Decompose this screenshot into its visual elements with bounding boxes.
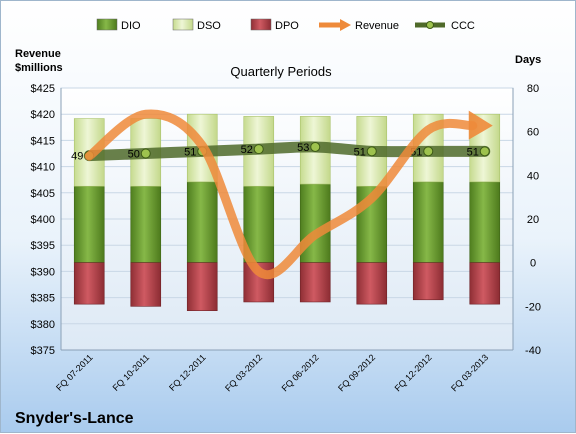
ccc-point bbox=[366, 146, 377, 157]
bar-dio bbox=[469, 181, 501, 263]
bar-dpo bbox=[73, 262, 105, 305]
legend-label: CCC bbox=[451, 20, 475, 32]
series-line-revenue bbox=[84, 109, 478, 279]
left-tick-label: $390 bbox=[31, 266, 55, 278]
left-axis-title-line2: $millions bbox=[15, 62, 63, 74]
ccc-point bbox=[310, 141, 321, 152]
left-tick-label: $415 bbox=[31, 135, 55, 147]
bar-dio bbox=[186, 181, 218, 263]
chart-subtitle: Quarterly Periods bbox=[230, 64, 332, 79]
x-tick-label: FQ 06-2012 bbox=[280, 352, 321, 393]
right-tick-label: -20 bbox=[525, 301, 541, 313]
legend-item-dso: DSO bbox=[172, 18, 221, 32]
company-name: Snyder's-Lance bbox=[15, 410, 134, 427]
bar-dpo bbox=[412, 262, 444, 301]
bar-dpo bbox=[356, 262, 388, 305]
legend-swatch-arrow bbox=[340, 19, 351, 31]
right-tick-label: 80 bbox=[527, 83, 539, 95]
right-tick-label: -40 bbox=[525, 345, 541, 357]
x-tick-label: FQ 12-2011 bbox=[167, 352, 208, 393]
legend-swatch bbox=[172, 18, 194, 31]
legend-swatch bbox=[96, 18, 118, 31]
left-tick-label: $380 bbox=[31, 319, 55, 331]
left-tick-label: $420 bbox=[31, 109, 55, 121]
x-tick-label: FQ 03-2013 bbox=[449, 352, 490, 393]
bar-dpo bbox=[186, 262, 218, 311]
legend-item-revenue: Revenue bbox=[319, 19, 399, 32]
right-tick-label: 40 bbox=[527, 170, 539, 182]
ccc-data-label: 51 bbox=[184, 146, 196, 158]
left-axis-title-line1: Revenue bbox=[15, 48, 61, 60]
bar-dio bbox=[130, 185, 162, 263]
bar-dpo bbox=[299, 262, 331, 303]
ccc-data-label: 52 bbox=[241, 144, 253, 156]
right-axis-title: Days bbox=[515, 54, 541, 66]
legend-label: Revenue bbox=[355, 20, 399, 32]
legend-item-dpo: DPO bbox=[250, 18, 299, 32]
x-tick-label: FQ 12-2012 bbox=[393, 352, 434, 393]
ccc-data-label: 51 bbox=[354, 146, 366, 158]
line-series: 49 50 51 52 53 51 51 51 bbox=[71, 109, 493, 279]
legend-item-dio: DIO bbox=[96, 18, 141, 32]
bar-dpo bbox=[130, 262, 162, 307]
x-tick-label: FQ 09-2012 bbox=[336, 352, 377, 393]
ccc-data-label: 51 bbox=[467, 146, 479, 158]
left-tick-label: $425 bbox=[31, 83, 55, 95]
revenue-arrowhead bbox=[468, 110, 493, 140]
bar-dio bbox=[73, 185, 105, 263]
legend-swatch bbox=[250, 18, 272, 31]
legend-label: DPO bbox=[275, 20, 299, 32]
left-tick-label: $375 bbox=[31, 345, 55, 357]
ccc-point bbox=[253, 144, 264, 155]
legend-label: DSO bbox=[197, 20, 221, 32]
ccc-point bbox=[479, 146, 490, 157]
right-tick-label: 0 bbox=[530, 258, 536, 270]
legend-swatch-marker bbox=[426, 21, 434, 29]
x-tick-label: FQ 03-2012 bbox=[223, 352, 264, 393]
legend-item-ccc: CCC bbox=[415, 20, 475, 32]
ccc-point bbox=[423, 146, 434, 157]
bar-dpo bbox=[469, 262, 501, 305]
left-tick-label: $410 bbox=[31, 162, 55, 174]
x-tick-label: FQ 10-2011 bbox=[111, 352, 152, 393]
ccc-point bbox=[140, 148, 151, 159]
ccc-data-label: 53 bbox=[297, 142, 309, 154]
x-tick-label: FQ 07-2011 bbox=[54, 352, 95, 393]
left-tick-label: $395 bbox=[31, 240, 55, 252]
left-tick-label: $400 bbox=[31, 214, 55, 226]
right-tick-label: 60 bbox=[527, 127, 539, 139]
right-tick-label: 20 bbox=[527, 214, 539, 226]
bar-dio bbox=[412, 181, 444, 263]
legend-label: DIO bbox=[121, 20, 141, 32]
left-tick-label: $385 bbox=[31, 293, 55, 305]
ccc-data-label: 49 bbox=[71, 151, 83, 163]
legend: DIO DSO DPO Revenue CCC bbox=[96, 18, 475, 32]
ccc-data-label: 50 bbox=[128, 149, 140, 161]
left-tick-label: $405 bbox=[31, 188, 55, 200]
